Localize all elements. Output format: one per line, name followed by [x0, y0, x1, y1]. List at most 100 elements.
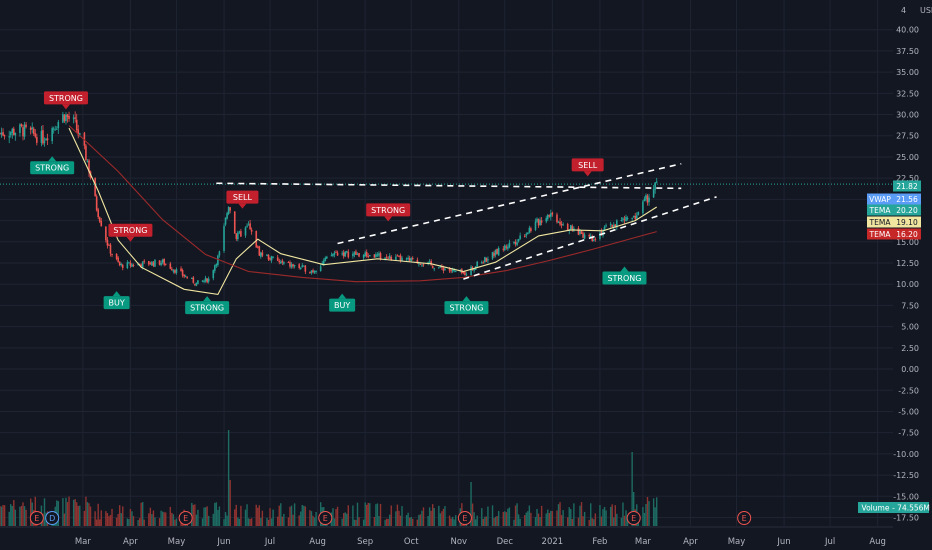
candle-body[interactable] [322, 260, 325, 265]
candle-body[interactable] [54, 129, 57, 131]
candle-body[interactable] [36, 137, 38, 143]
candle-body[interactable] [65, 114, 67, 122]
candle-body[interactable] [356, 254, 359, 256]
candle-body[interactable] [255, 230, 258, 248]
candle-body[interactable] [260, 252, 262, 257]
candle-body[interactable] [169, 263, 172, 269]
candle-body[interactable] [183, 274, 185, 277]
candle-body[interactable] [536, 218, 538, 222]
candle-body[interactable] [9, 132, 12, 136]
candle-body[interactable] [462, 271, 465, 273]
candle-body[interactable] [548, 215, 551, 217]
candle-body[interactable] [218, 251, 221, 256]
candle-body[interactable] [484, 257, 486, 262]
candle-body[interactable] [303, 265, 305, 267]
trendlines[interactable] [216, 162, 717, 280]
candle-body[interactable] [203, 280, 205, 282]
candle-body[interactable] [72, 117, 75, 120]
candlesticks[interactable] [0, 111, 658, 287]
candle-body[interactable] [171, 268, 173, 271]
candle-body[interactable] [204, 277, 207, 282]
candle-body[interactable] [632, 215, 635, 217]
candle-body[interactable] [192, 277, 195, 283]
candle-body[interactable] [450, 270, 452, 272]
candle-body[interactable] [163, 258, 165, 265]
candle-body[interactable] [51, 128, 53, 142]
candle-body[interactable] [227, 206, 230, 214]
candle-body[interactable] [643, 198, 646, 202]
candle-body[interactable] [207, 278, 210, 282]
candle-body[interactable] [464, 272, 466, 276]
candle-body[interactable] [304, 265, 307, 272]
candle-body[interactable] [559, 221, 561, 225]
candle-body[interactable] [224, 217, 227, 225]
candle-body[interactable] [111, 254, 113, 256]
candle-body[interactable] [315, 270, 317, 272]
candle-body[interactable] [223, 225, 225, 251]
candle-body[interactable] [20, 124, 23, 127]
candle-body[interactable] [148, 261, 150, 265]
candle-body[interactable] [244, 227, 247, 236]
candle-body[interactable] [235, 233, 238, 239]
candle-body[interactable] [57, 122, 60, 129]
candle-body[interactable] [625, 216, 627, 222]
candle-body[interactable] [496, 248, 498, 255]
candle-body[interactable] [283, 262, 285, 264]
candle-body[interactable] [154, 259, 156, 267]
candle-body[interactable] [19, 124, 21, 133]
candle-body[interactable] [164, 263, 167, 265]
candle-body[interactable] [537, 219, 540, 226]
candle-body[interactable] [52, 128, 55, 130]
candle-body[interactable] [384, 257, 386, 260]
candle-body[interactable] [290, 264, 293, 268]
candle-body[interactable] [387, 257, 389, 259]
candle-body[interactable] [68, 115, 70, 119]
candle-body[interactable] [637, 211, 640, 216]
candle-body[interactable] [313, 270, 316, 273]
candle-body[interactable] [614, 224, 617, 227]
candle-body[interactable] [605, 225, 607, 227]
candle-body[interactable] [120, 263, 123, 266]
candle-body[interactable] [497, 247, 500, 256]
candle-body[interactable] [448, 268, 451, 271]
candle-body[interactable] [13, 128, 15, 135]
candle-body[interactable] [364, 252, 366, 257]
candle-body[interactable] [141, 261, 144, 268]
price-axis[interactable]: USD 4 [893, 0, 932, 550]
candle-body[interactable] [365, 252, 368, 257]
candle-body[interactable] [270, 256, 273, 261]
candle-body[interactable] [267, 254, 270, 260]
candle-body[interactable] [611, 224, 614, 227]
candle-body[interactable] [525, 233, 528, 236]
candle-body[interactable] [126, 262, 129, 269]
dashed-trendline[interactable] [337, 162, 682, 245]
candle-body[interactable] [513, 241, 515, 244]
earnings-marker[interactable]: E [626, 511, 641, 525]
dashed-trendline[interactable] [216, 182, 682, 190]
candle-body[interactable] [342, 252, 345, 257]
candle-body[interactable] [161, 259, 164, 263]
candle-body[interactable] [355, 251, 357, 255]
candle-body[interactable] [2, 132, 4, 136]
candle-body[interactable] [247, 224, 250, 226]
candle-body[interactable] [279, 261, 282, 264]
candle-body[interactable] [226, 213, 228, 219]
candle-body[interactable] [655, 181, 658, 183]
candle-body[interactable] [240, 231, 242, 237]
candle-body[interactable] [530, 228, 532, 232]
candle-body[interactable] [217, 255, 219, 265]
candle-body[interactable] [368, 255, 371, 257]
candle-body[interactable] [494, 249, 497, 256]
candle-body[interactable] [635, 215, 638, 219]
candle-body[interactable] [152, 262, 155, 266]
candle-body[interactable] [502, 248, 505, 250]
candle-body[interactable] [180, 268, 182, 272]
candle-body[interactable] [411, 258, 414, 260]
candle-body[interactable] [465, 274, 468, 276]
candle-body[interactable] [616, 220, 618, 228]
candle-body[interactable] [289, 262, 291, 267]
candle-body[interactable] [347, 251, 350, 258]
candle-body[interactable] [281, 260, 284, 263]
candle-body[interactable] [539, 220, 541, 226]
candle-body[interactable] [645, 195, 647, 200]
